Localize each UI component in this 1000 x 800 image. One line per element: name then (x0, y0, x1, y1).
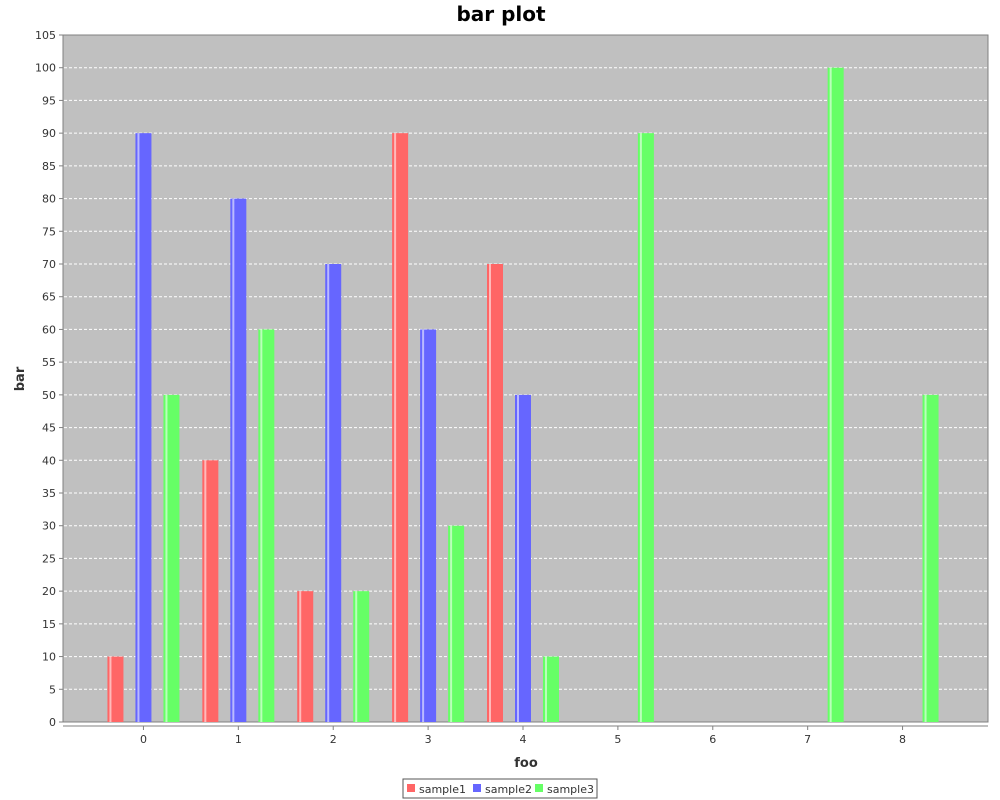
bar-highlight (545, 656, 547, 722)
bar-highlight (924, 394, 927, 722)
legend-item-sample3: sample3 (535, 783, 594, 796)
bar-highlight (260, 329, 263, 722)
y-tick-label: 75 (42, 225, 56, 238)
bar-sample3 (922, 394, 939, 722)
bar-highlight (165, 394, 168, 722)
y-tick-label: 25 (42, 552, 56, 565)
bar-sample1 (297, 591, 314, 722)
x-tick-label: 1 (235, 733, 242, 746)
bars (107, 67, 939, 723)
x-tick-label: 6 (709, 733, 716, 746)
x-tick-label: 3 (425, 733, 432, 746)
y-tick-label: 80 (42, 193, 56, 206)
legend-swatch (473, 784, 481, 792)
bar-highlight (327, 264, 330, 722)
y-tick-label: 10 (42, 651, 56, 664)
y-tick-label: 35 (42, 487, 56, 500)
y-tick-label: 5 (49, 683, 56, 696)
bar-sample1 (107, 656, 124, 722)
y-tick-label: 100 (35, 62, 56, 75)
bar-highlight (299, 591, 302, 722)
bar-highlight (422, 329, 425, 722)
legend: sample1 sample2 sample3 (402, 778, 598, 799)
legend-swatch (535, 784, 543, 792)
x-tick-label: 0 (140, 733, 147, 746)
bar-sample1 (202, 460, 219, 722)
bar-highlight (450, 525, 453, 722)
bar-highlight (829, 67, 832, 722)
legend-item-sample2: sample2 (473, 783, 532, 796)
bar-highlight (137, 133, 140, 723)
bar-sample3 (827, 67, 844, 722)
y-tick-label: 90 (42, 127, 56, 140)
y-tick-label: 65 (42, 291, 56, 304)
legend-label: sample1 (419, 783, 466, 796)
y-axis-label: bar (13, 366, 28, 391)
bar-sample3 (258, 329, 275, 722)
bar-highlight (639, 133, 642, 723)
y-tick-label: 45 (42, 422, 56, 435)
y-tick-label: 50 (42, 389, 56, 402)
bar-highlight (204, 460, 207, 722)
legend-label: sample3 (547, 783, 594, 796)
legend-swatch (407, 784, 415, 792)
x-tick-label: 4 (520, 733, 527, 746)
y-tick-label: 70 (42, 258, 56, 271)
bar-highlight (489, 264, 491, 722)
chart-title: bar plot (456, 2, 546, 26)
bar-sample3 (543, 656, 559, 722)
y-tick-label: 105 (35, 29, 56, 42)
y-tick-label: 0 (49, 716, 56, 729)
y-tick-label: 40 (42, 454, 56, 467)
x-tick-label: 8 (899, 733, 906, 746)
bar-sample2 (135, 133, 152, 723)
axes: 0510152025303540455055606570758085909510… (35, 29, 988, 746)
y-tick-label: 30 (42, 520, 56, 533)
bar-sample3 (637, 133, 654, 723)
y-tick-label: 15 (42, 618, 56, 631)
x-tick-label: 7 (804, 733, 811, 746)
bar-highlight (394, 133, 397, 723)
bar-highlight (232, 198, 235, 723)
bar-sample3 (163, 394, 180, 722)
bar-sample1 (487, 264, 503, 722)
bar-highlight (355, 591, 358, 722)
legend-label: sample2 (485, 783, 532, 796)
bar-sample2 (230, 198, 247, 723)
legend-item-sample1: sample1 (407, 783, 466, 796)
bar-sample3 (353, 591, 370, 722)
bar-sample2 (325, 264, 342, 722)
bar-sample3 (448, 525, 465, 722)
y-tick-label: 60 (42, 323, 56, 336)
x-tick-label: 2 (330, 733, 337, 746)
bar-highlight (517, 394, 519, 722)
y-tick-label: 85 (42, 160, 56, 173)
y-tick-label: 55 (42, 356, 56, 369)
bar-highlight (109, 656, 112, 722)
legend-box (402, 778, 598, 799)
y-tick-label: 20 (42, 585, 56, 598)
bar-sample2 (515, 394, 531, 722)
x-tick-label: 5 (614, 733, 621, 746)
bar-sample1 (392, 133, 409, 723)
bar-sample2 (420, 329, 437, 722)
y-tick-label: 95 (42, 94, 56, 107)
x-axis-label: foo (514, 756, 538, 771)
